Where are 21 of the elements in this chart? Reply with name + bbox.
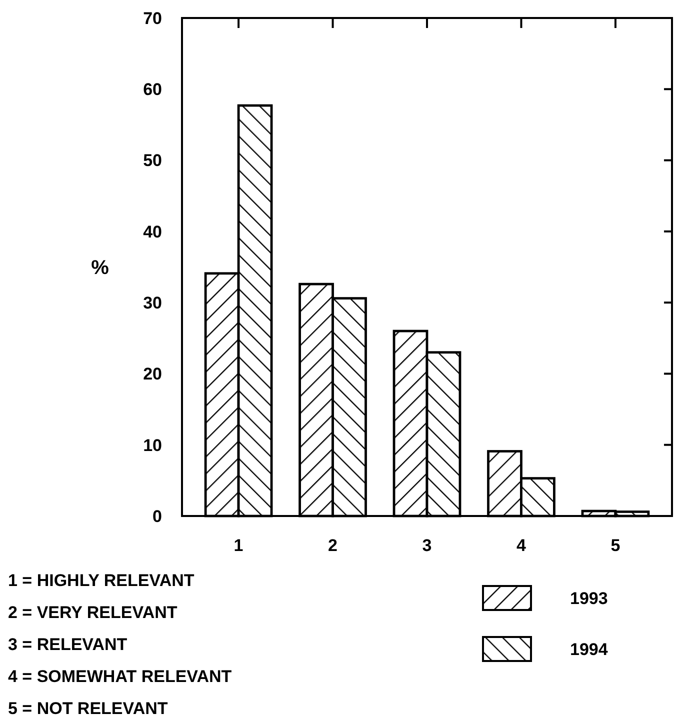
y-tick-label: 30 [143, 294, 162, 313]
x-tick-label: 4 [516, 536, 526, 555]
x-tick-label: 3 [422, 536, 432, 555]
y-tick-label: 50 [143, 151, 162, 170]
text: 5 = NOT RELEVANT [8, 699, 168, 718]
y-tick-label: 40 [143, 222, 162, 242]
y-tick-label: 10 [143, 436, 162, 455]
legend-label: 1994 [570, 640, 608, 659]
text: 1 = HIGHLY RELEVANT [8, 571, 195, 590]
y-tick-label: 60 [143, 80, 162, 100]
x-tick-label: 5 [610, 536, 620, 555]
legend-label: 1993 [570, 588, 608, 608]
x-tick-label: 2 [328, 536, 338, 555]
y-tick-label: 20 [143, 364, 162, 384]
y-tick-label: 70 [143, 8, 162, 28]
y-axis-title: % [91, 257, 110, 279]
text: 3 = RELEVANT [8, 635, 128, 654]
x-tick-label: 1 [234, 536, 244, 555]
text: 2 = VERY RELEVANT [8, 603, 178, 622]
y-tick-label: 0 [152, 506, 162, 526]
text: 4 = SOMEWHAT RELEVANT [8, 667, 232, 686]
